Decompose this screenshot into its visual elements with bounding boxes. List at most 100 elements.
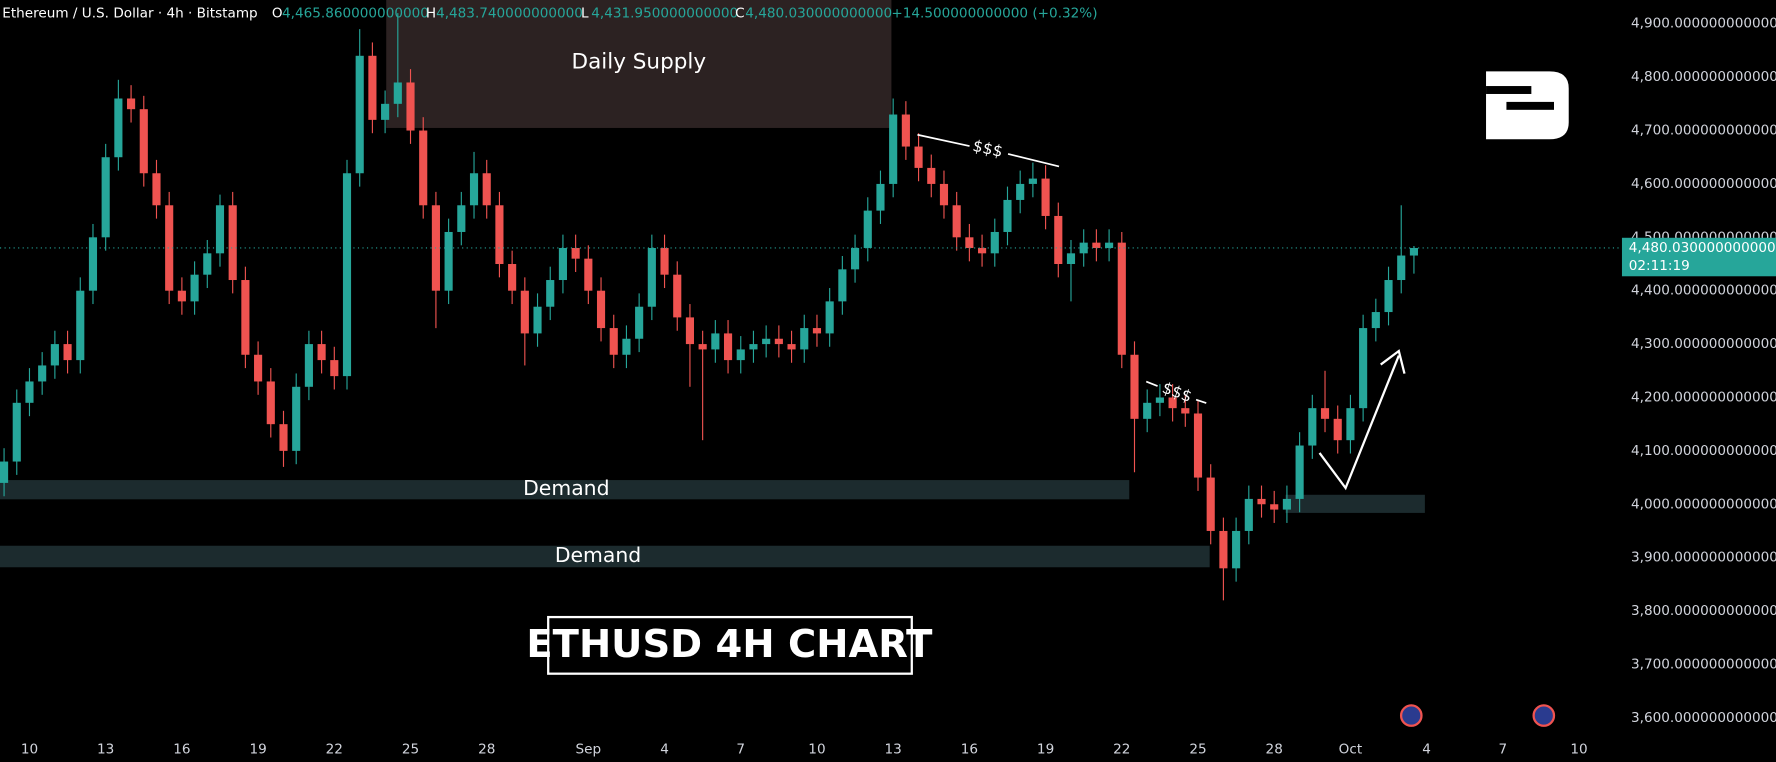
arrow xyxy=(1318,355,1400,491)
candle-body xyxy=(1308,408,1317,446)
candle-body xyxy=(1155,397,1164,403)
candle-body xyxy=(1193,413,1203,478)
candle-body xyxy=(825,301,834,334)
candle-body xyxy=(1130,354,1139,419)
ohlc-key: H xyxy=(426,6,436,22)
liquidity-line xyxy=(1007,153,1060,168)
candle-body xyxy=(876,183,885,211)
liquidity-line xyxy=(1195,398,1207,404)
logo xyxy=(1486,71,1569,140)
candle-body xyxy=(584,258,593,291)
candle-body xyxy=(469,173,479,206)
zones xyxy=(0,0,1425,568)
candle-body xyxy=(114,98,123,158)
x-tick-label: 25 xyxy=(1189,742,1206,758)
candle-body xyxy=(1257,498,1266,505)
candle-body xyxy=(622,338,631,355)
candle-body xyxy=(736,349,745,361)
candle-body xyxy=(749,344,758,350)
candle-body xyxy=(571,247,580,259)
y-tick-label: 3,600.000000000000 xyxy=(1631,710,1776,726)
candle-body xyxy=(12,402,21,462)
candle-body xyxy=(1282,498,1291,510)
candle-body xyxy=(609,328,618,355)
logo-slot xyxy=(1506,101,1554,110)
candle-body xyxy=(419,130,428,206)
candle-body xyxy=(292,386,301,451)
candle-body xyxy=(1232,530,1241,569)
candle-body xyxy=(711,333,720,350)
candle-body xyxy=(927,167,936,184)
candle-body xyxy=(1105,242,1114,248)
candle-body xyxy=(774,338,783,345)
y-tick-label: 3,700.000000000000 xyxy=(1631,656,1776,672)
x-tick-label: 28 xyxy=(478,742,495,758)
y-tick-label: 4,200.000000000000 xyxy=(1631,389,1776,405)
candle-body xyxy=(1320,408,1330,419)
candle-body xyxy=(635,306,644,339)
candle-body xyxy=(533,306,542,334)
x-tick-label: Oct xyxy=(1339,742,1362,758)
candle-body xyxy=(1054,215,1063,265)
candle-body xyxy=(1028,178,1037,184)
candle-body xyxy=(1270,504,1279,510)
candle-body xyxy=(978,247,987,254)
candle-body xyxy=(812,328,822,334)
x-tick-label: 28 xyxy=(1266,742,1283,758)
overlay: Daily Supply Demand Demand $$$ $$$ ETHUS… xyxy=(2,6,1569,727)
x-tick-label: 16 xyxy=(173,742,190,758)
supply-zone xyxy=(386,0,892,128)
liquidity-line xyxy=(1145,380,1158,387)
candle-body xyxy=(482,173,491,206)
y-tick-label: 4,300.000000000000 xyxy=(1631,336,1776,352)
candle-body xyxy=(50,344,59,366)
y-tick-label: 4,900.000000000000 xyxy=(1631,16,1776,32)
x-tick-label: 25 xyxy=(402,742,419,758)
candle-body xyxy=(368,55,377,120)
demand-zone xyxy=(0,480,1130,500)
candle-body xyxy=(457,205,466,232)
y-tick-label: 3,800.000000000000 xyxy=(1631,603,1776,619)
price-tag-label: 4,480.030000000000 xyxy=(1629,240,1776,256)
candle-body xyxy=(990,231,999,254)
candle-body xyxy=(863,210,872,248)
ohlc-value: 4,483.740000000000 xyxy=(436,6,583,22)
candle-body xyxy=(406,82,415,131)
candle-body xyxy=(520,290,529,334)
event-icon[interactable] xyxy=(1532,704,1556,727)
demand-zone xyxy=(1285,494,1425,513)
x-tick-label: Sep xyxy=(576,742,602,758)
candle-body xyxy=(1384,280,1393,313)
candle-body xyxy=(139,109,148,174)
candle-body xyxy=(76,290,85,361)
price-countdown: 02:11:19 xyxy=(1629,258,1690,274)
candle-body xyxy=(800,328,809,350)
candle-body xyxy=(1016,183,1025,200)
candle-body xyxy=(787,344,796,350)
candle-body xyxy=(1066,253,1076,265)
candle-body xyxy=(558,247,567,281)
candle-body xyxy=(673,274,682,318)
candle-body xyxy=(254,354,263,382)
demand-label: Demand xyxy=(523,476,609,500)
candle-body xyxy=(1003,199,1012,232)
x-tick-label: 4 xyxy=(1422,742,1431,758)
candle-body xyxy=(1219,530,1228,569)
x-tick-label: 7 xyxy=(736,742,745,758)
x-tick-label: 19 xyxy=(249,742,266,758)
candle-body xyxy=(939,183,949,206)
candle-body xyxy=(838,269,847,302)
candle-body xyxy=(0,461,9,483)
candle-body xyxy=(1244,498,1253,531)
event-icon[interactable] xyxy=(1399,704,1423,727)
candle-body xyxy=(914,146,923,168)
candle-body xyxy=(381,103,390,120)
candle-body xyxy=(203,253,212,275)
candle-body xyxy=(304,344,313,387)
candle-body xyxy=(127,98,136,110)
ohlc-key: L xyxy=(581,6,589,22)
candle-body xyxy=(25,381,34,403)
y-tick-label: 4,700.000000000000 xyxy=(1631,123,1776,139)
candle-body xyxy=(177,290,186,302)
